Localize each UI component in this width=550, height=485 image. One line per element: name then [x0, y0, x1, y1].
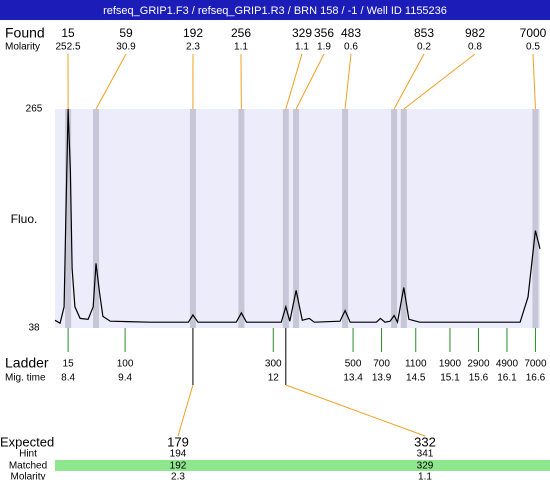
- ladder-time: 13.4: [343, 373, 363, 384]
- hint-label: Hint: [19, 449, 37, 460]
- found-molarity: 1.9: [317, 42, 331, 53]
- found-molarity: 1.1: [295, 42, 309, 53]
- expected-molarity: 2.3: [171, 472, 185, 480]
- found-size: 356: [314, 26, 334, 40]
- expected-value: 179: [167, 434, 189, 449]
- mig-time-label: Mig. time: [5, 373, 46, 384]
- expected-value: 332: [414, 434, 436, 449]
- ladder-size: 100: [117, 359, 134, 370]
- y-tick-label: 265: [26, 104, 43, 115]
- found-size: 59: [119, 26, 133, 40]
- found-molarity: 252.5: [55, 42, 80, 53]
- found-size: 329: [292, 26, 312, 40]
- peak-band: [391, 109, 397, 328]
- matched-label: Matched: [9, 461, 47, 472]
- found-size: 853: [414, 26, 434, 40]
- ladder-time: 14.5: [406, 373, 426, 384]
- peak-band: [238, 109, 244, 328]
- molarity-label: Molarity: [10, 472, 45, 480]
- ladder-time: 15.1: [440, 373, 460, 384]
- matched-value: 192: [170, 461, 187, 472]
- ladder-size: 700: [373, 359, 390, 370]
- ladder-size: 1900: [439, 359, 462, 370]
- peak-band: [532, 109, 538, 328]
- found-connector: [286, 54, 302, 109]
- ladder-time: 8.4: [61, 373, 75, 384]
- found-molarity: 0.8: [468, 42, 482, 53]
- found-connector: [345, 54, 351, 109]
- found-size: 15: [61, 26, 75, 40]
- found-connector: [533, 54, 535, 109]
- matched-value: 329: [417, 461, 434, 472]
- found-molarity: 0.6: [344, 42, 358, 53]
- peak-band: [190, 109, 196, 328]
- title: refseq_GRIP1.F3 / refseq_GRIP1.R3 / BRN …: [103, 5, 447, 17]
- peak-band: [401, 109, 407, 328]
- found-connector: [404, 54, 475, 109]
- peak-band: [342, 109, 348, 328]
- found-molarity: 2.3: [186, 42, 200, 53]
- match-connector: [286, 385, 425, 436]
- hint-value: 341: [417, 449, 434, 460]
- y-axis-label: Fluo.: [11, 212, 38, 226]
- expected-molarity: 1.1: [418, 472, 432, 480]
- peak-band: [293, 109, 299, 328]
- matched-row: [55, 460, 550, 471]
- found-size: 982: [465, 26, 485, 40]
- ladder-size: 4900: [496, 359, 519, 370]
- ladder-size: 1100: [405, 359, 427, 370]
- ladder-size: 500: [345, 359, 362, 370]
- peak-band: [283, 109, 289, 328]
- ladder-time: 13.9: [372, 373, 392, 384]
- ladder-size: 2900: [467, 359, 490, 370]
- found-connector: [394, 54, 424, 109]
- found-molarity: 1.1: [234, 42, 248, 53]
- molarity-label: Molarity: [5, 42, 40, 53]
- expected-label: Expected: [0, 434, 54, 449]
- found-molarity: 30.9: [116, 42, 136, 53]
- found-size: 192: [183, 26, 203, 40]
- ladder-time: 9.4: [118, 373, 132, 384]
- match-connector: [178, 385, 193, 436]
- found-size: 256: [231, 26, 251, 40]
- ladder-size: 300: [265, 359, 282, 370]
- found-molarity: 0.5: [526, 42, 540, 53]
- ladder-time: 12: [268, 373, 280, 384]
- ladder-time: 15.6: [469, 373, 489, 384]
- ladder-size: 7000: [524, 359, 547, 370]
- found-size: 7000: [520, 26, 547, 40]
- found-connector: [96, 54, 126, 109]
- ladder-time: 16.1: [497, 373, 517, 384]
- found-connector: [296, 54, 324, 109]
- y-tick-label: 38: [28, 323, 40, 334]
- found-molarity: 0.2: [417, 42, 431, 53]
- ladder-size: 15: [63, 359, 75, 370]
- ladder-time: 16.6: [526, 373, 546, 384]
- hint-value: 194: [170, 449, 187, 460]
- ladder-label: Ladder: [5, 355, 49, 371]
- found-label: Found: [5, 25, 45, 41]
- found-size: 483: [341, 26, 361, 40]
